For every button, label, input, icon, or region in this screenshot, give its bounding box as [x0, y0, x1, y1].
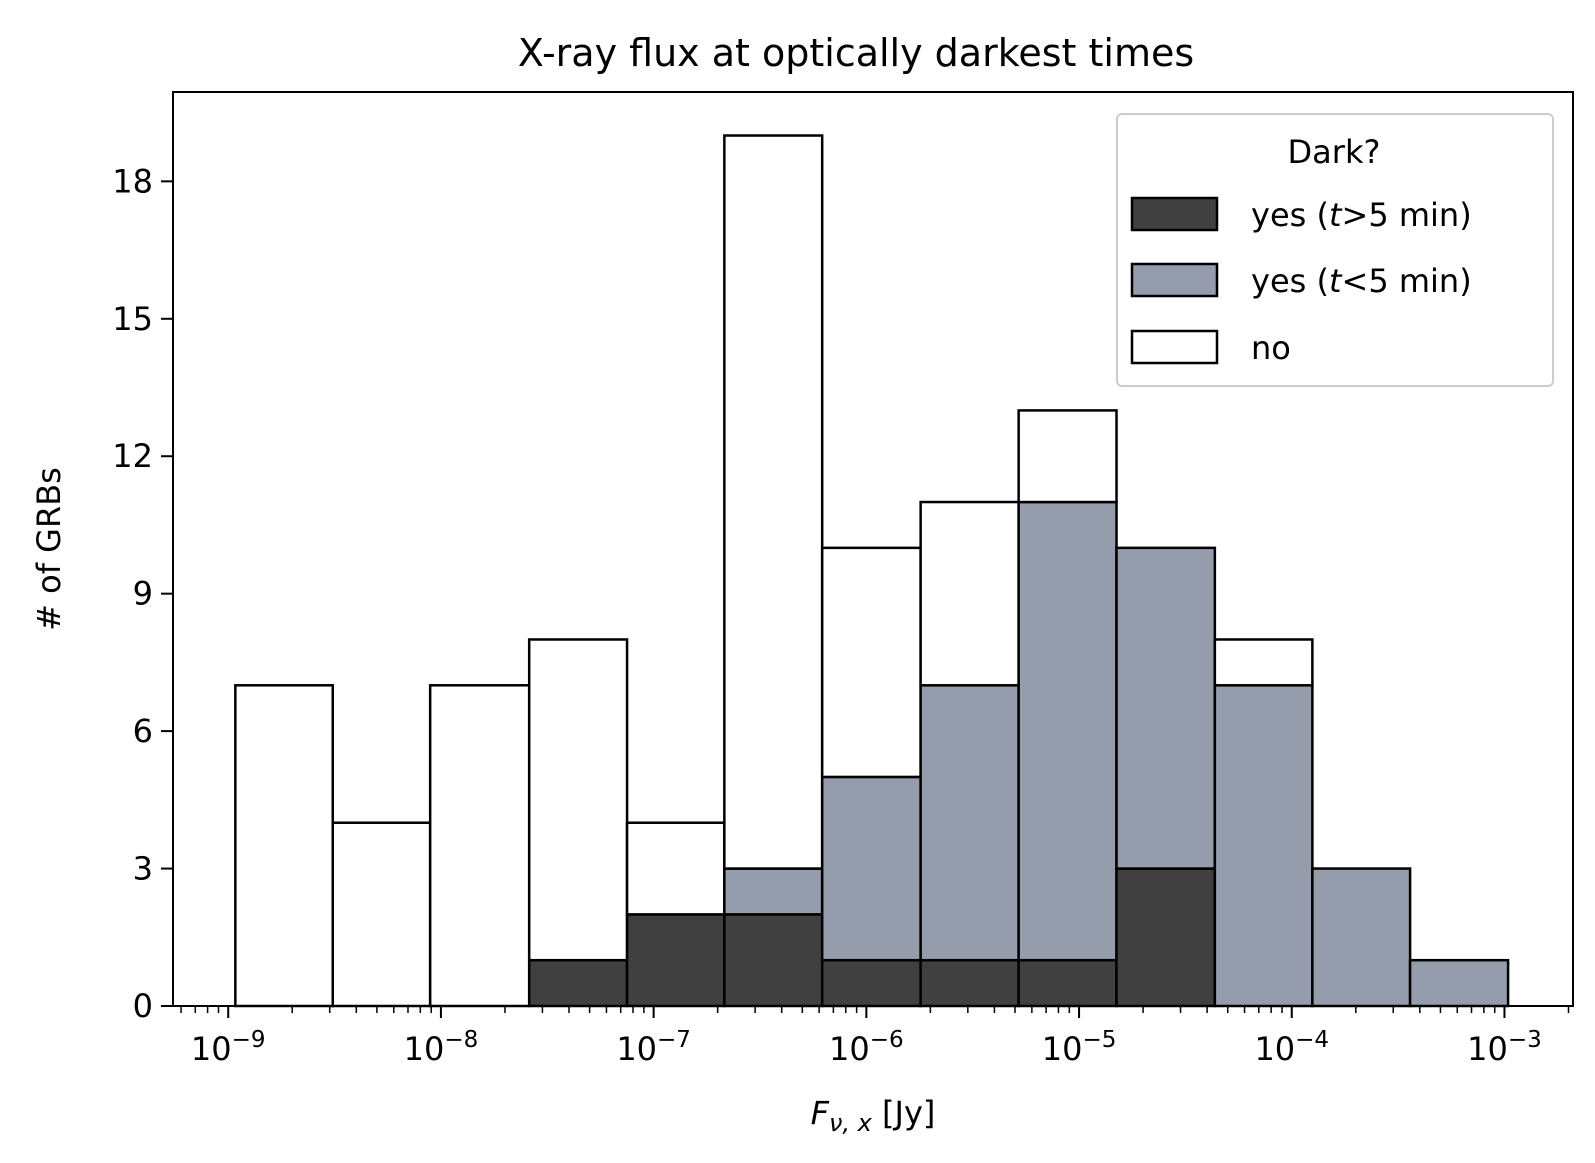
bar-not-dark-bin-10 — [1213, 638, 1314, 687]
x-tick-label: 10−9 — [191, 1027, 266, 1068]
legend-swatch-dark-early — [1130, 262, 1219, 298]
legend-label-dark-early: yes (t<5 min) — [1251, 262, 1472, 300]
bar-not-dark-bin-2 — [428, 684, 531, 1008]
bar-dark-early-bin-10 — [1213, 684, 1314, 1008]
x-tick-label: 10−8 — [404, 1027, 479, 1068]
x-axis-label-main: F — [811, 1094, 830, 1132]
legend-entry-dark-early: yes (t<5 min) — [1130, 262, 1472, 300]
y-tick-label: 6 — [133, 712, 153, 750]
y-tick-label: 3 — [133, 850, 153, 888]
bar-dark-early-bin-5 — [723, 867, 824, 916]
x-tick-label: 10−4 — [1254, 1027, 1329, 1068]
bar-dark-early-bin-8 — [1017, 500, 1118, 962]
bar-dark-late-bin-3 — [527, 958, 629, 1008]
x-tick-label: 10−6 — [829, 1027, 904, 1068]
bar-not-dark-bin-7 — [919, 500, 1020, 687]
x-axis-label-sub: ν, x — [829, 1109, 873, 1137]
bar-dark-early-bin-7 — [919, 684, 1020, 962]
y-tick-label: 12 — [112, 437, 153, 475]
plot-area: 10−9 10−8 10−7 10−6 10−5 10−4 10−3 0 3 6 9 12 15 18 — [112, 91, 1574, 1068]
x-axis-label: Fν, x [Jy] — [811, 1094, 936, 1137]
legend-entry-dark-late: yes (t>5 min) — [1130, 196, 1472, 234]
bar-not-dark-bin-0 — [234, 684, 334, 1008]
chart-title: X-ray flux at optically darkest times — [518, 31, 1194, 75]
x-axis-ticks: 10−9 10−8 10−7 10−6 10−5 10−4 10−3 — [180, 1006, 1570, 1068]
y-tick-label: 15 — [112, 300, 153, 338]
bar-dark-early-bin-11 — [1311, 867, 1412, 1008]
bar-dark-late-bin-4 — [625, 913, 726, 1008]
legend: Dark? yes (t>5 min) yes (t<5 min) no — [1116, 113, 1554, 387]
bar-dark-early-bin-9 — [1115, 546, 1217, 870]
legend-title: Dark? — [1288, 133, 1381, 171]
bar-dark-late-bin-6 — [820, 958, 922, 1008]
bar-dark-early-bin-12 — [1408, 958, 1510, 1008]
bar-not-dark-bin-5 — [723, 134, 824, 870]
legend-swatch-dark-late — [1130, 196, 1219, 232]
y-axis-ticks: 0 3 6 9 12 15 18 — [112, 162, 173, 1025]
legend-swatch-not-dark — [1130, 329, 1219, 365]
bar-dark-late-bin-5 — [723, 913, 824, 1008]
y-tick-label: 18 — [112, 162, 153, 200]
bar-dark-late-bin-7 — [919, 958, 1020, 1008]
bar-not-dark-bin-8 — [1017, 409, 1118, 504]
bar-dark-early-bin-6 — [820, 775, 922, 962]
x-tick-label: 10−3 — [1467, 1027, 1542, 1068]
bar-not-dark-bin-6 — [820, 546, 922, 779]
bar-dark-late-bin-9 — [1115, 867, 1217, 1008]
legend-label-dark-late: yes (t>5 min) — [1251, 196, 1472, 234]
y-tick-label: 0 — [133, 987, 153, 1025]
bar-dark-late-bin-8 — [1017, 958, 1118, 1008]
bar-not-dark-bin-3 — [527, 638, 629, 962]
legend-entry-not-dark: no — [1130, 329, 1291, 367]
bar-not-dark-bin-1 — [331, 821, 432, 1008]
bar-not-dark-bin-4 — [625, 821, 726, 916]
y-tick-label: 9 — [133, 575, 153, 613]
x-tick-label: 10−5 — [1042, 1027, 1117, 1068]
plot-frame — [172, 91, 1574, 1007]
y-axis-label: # of GRBs — [30, 467, 68, 631]
x-tick-label: 10−7 — [616, 1027, 691, 1068]
legend-box — [1116, 113, 1554, 387]
legend-label-not-dark: no — [1251, 329, 1291, 367]
bars-layer — [234, 134, 1510, 1008]
x-axis-label-unit: [Jy] — [872, 1094, 936, 1132]
